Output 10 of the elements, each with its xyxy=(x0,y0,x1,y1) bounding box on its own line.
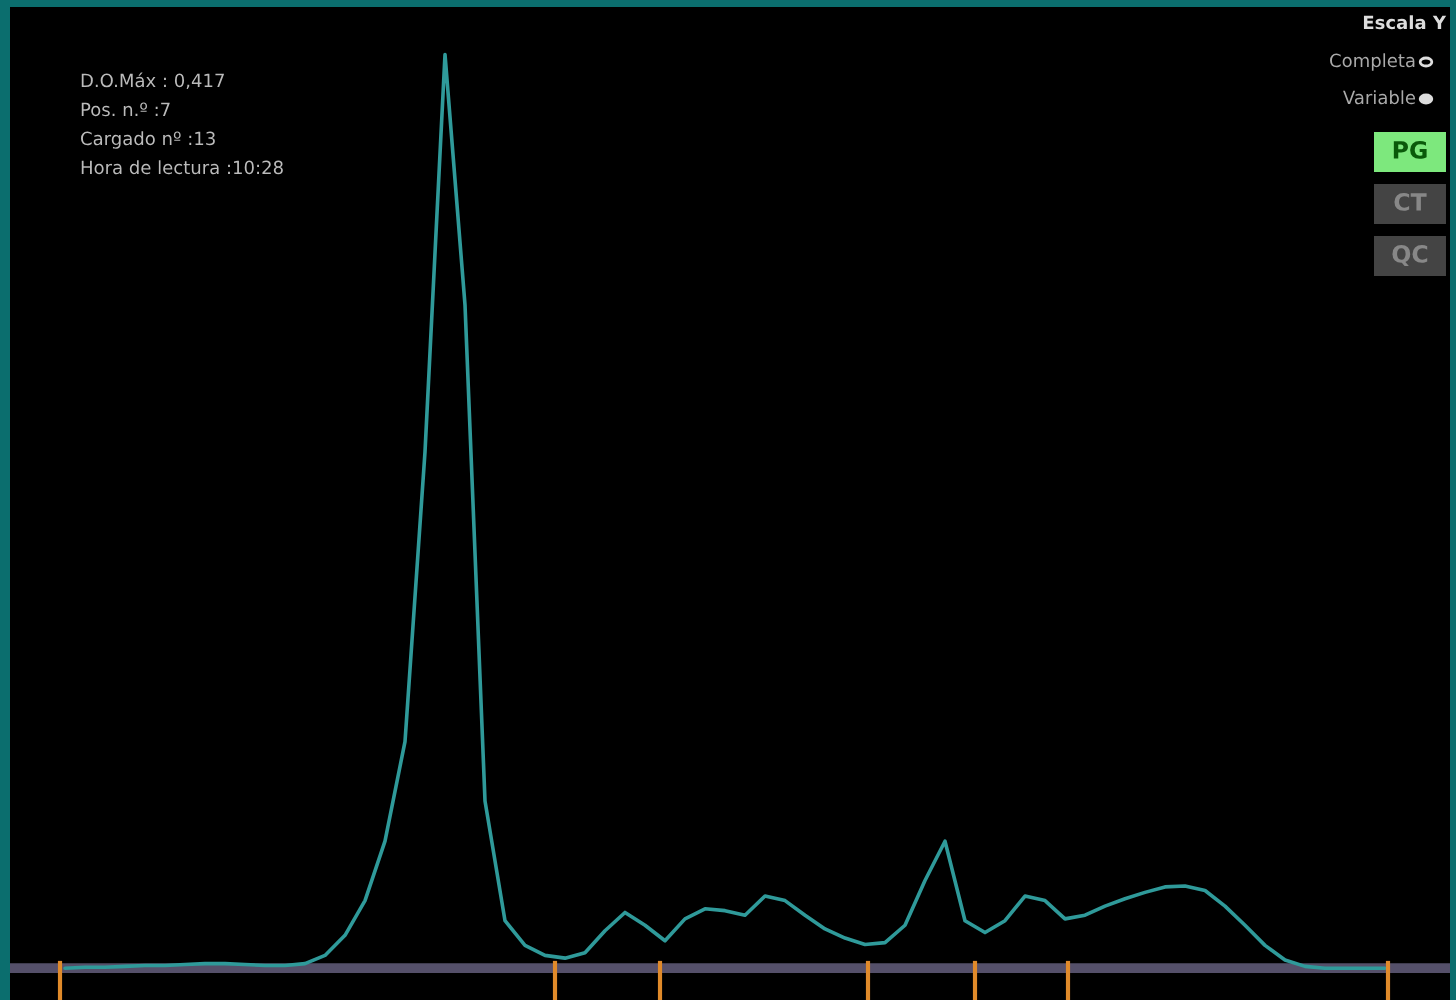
text: Escala Y xyxy=(1363,15,1447,30)
annotation: CT xyxy=(1394,192,1427,211)
annotation: QC xyxy=(1392,244,1428,266)
annotation: PG xyxy=(1393,140,1427,159)
annotation: Completa xyxy=(1330,53,1415,71)
annotation: Variable xyxy=(1343,90,1416,105)
annotation: Pos. n.º :7 xyxy=(81,102,170,117)
annotation: Hora de lectura :10:28 xyxy=(81,160,283,175)
annotation: D.O.Máx : 0,417 xyxy=(81,72,224,90)
annotation: Cargado nº :13 xyxy=(81,131,215,149)
